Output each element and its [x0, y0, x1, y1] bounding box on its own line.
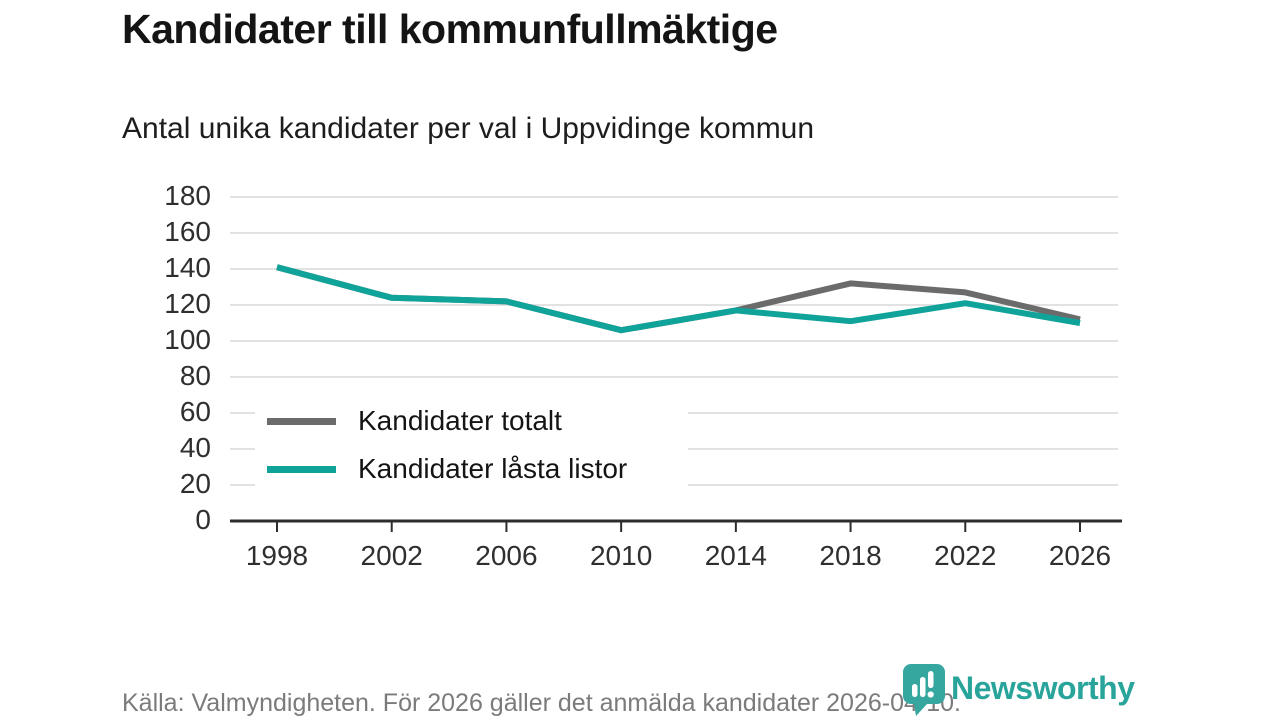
y-tick-label: 120 [164, 288, 211, 319]
x-tick-label: 2006 [475, 540, 538, 571]
series-line-1 [276, 264, 1081, 334]
newsworthy-logo: Newsworthy [903, 664, 1135, 716]
legend-swatch-teal [267, 465, 336, 473]
newsworthy-wordmark: Newsworthy [951, 670, 1135, 706]
legend-label: Kandidater totalt [358, 405, 562, 436]
legend-item-totalt: Kandidater totalt [255, 398, 688, 445]
legend-item-lasta-listor: Kandidater låsta listor [255, 446, 688, 493]
y-tick-label: 180 [164, 180, 211, 211]
x-tick-label: 2010 [589, 540, 653, 571]
legend-swatch-gray [267, 417, 336, 425]
y-tick-label: 160 [164, 216, 211, 247]
y-tick-label: 20 [179, 468, 211, 499]
bar-chart-pin-icon [903, 664, 945, 716]
y-tick-label: 140 [164, 252, 211, 283]
source-note: Källa: Valmyndigheten. För 2026 gäller d… [122, 689, 961, 717]
legend-label: Kandidater låsta listor [358, 453, 628, 484]
chart-subtitle: Antal unika kandidater per val i Uppvidi… [122, 112, 815, 145]
x-tick-label: 2026 [1048, 540, 1112, 571]
x-tick-label: 2014 [704, 540, 767, 571]
x-tick-label: 2018 [819, 540, 882, 571]
page-title: Kandidater till kommunfullmäktige [122, 6, 778, 52]
y-tick-label: 0 [195, 504, 211, 535]
y-tick-label: 40 [179, 432, 211, 463]
chart-legend: Kandidater totalt Kandidater låsta listo… [255, 397, 688, 493]
x-tick-label: 2002 [360, 540, 423, 571]
x-tick-label: 1998 [245, 540, 309, 571]
y-tick-label: 60 [179, 396, 211, 427]
x-tick-label: 2022 [934, 540, 997, 571]
y-tick-label: 80 [179, 360, 211, 391]
y-tick-label: 100 [164, 324, 211, 355]
